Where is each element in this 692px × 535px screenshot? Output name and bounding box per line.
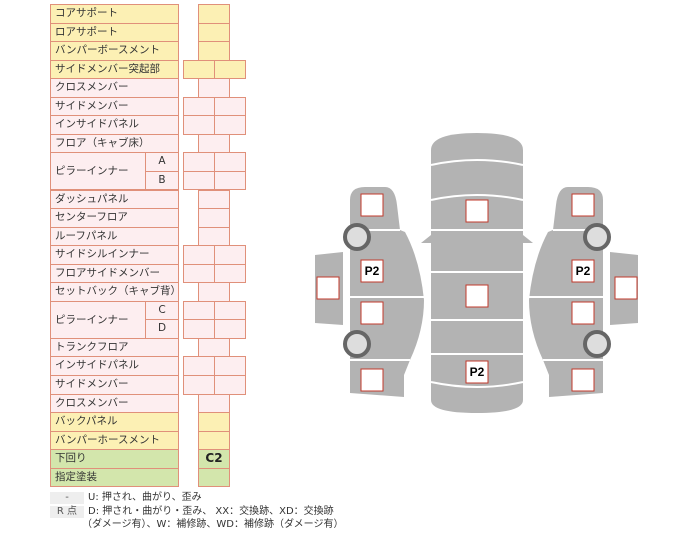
right-marker[interactable] [571, 368, 595, 392]
legend-text-u: U: 押され、曲がり、歪み [88, 492, 202, 503]
row-label: ピラーインナー [50, 152, 146, 191]
legend-text-w: （ダメージ有）、W：補修跡、WD：補修跡（ダメージ有） [82, 519, 344, 530]
legend-key-r: R 点 [50, 506, 84, 518]
center-marker[interactable] [465, 360, 489, 384]
row-label: インサイドパネル [50, 115, 179, 135]
value-cell[interactable]: C2 [198, 449, 230, 469]
left-marker[interactable] [360, 259, 384, 283]
legend-text-d: D: 押され・曲がり・歪み、 XX：交換跡、XD：交換跡 [88, 506, 334, 517]
value-cell-right[interactable] [214, 115, 246, 135]
row-label: サイドメンバー [50, 96, 179, 117]
row-label: サイドシルインナー [50, 245, 179, 265]
row-label: フロアサイドメンバー [50, 263, 179, 284]
value-cell-right[interactable] [214, 263, 246, 284]
row-label: ピラーインナー [50, 300, 146, 339]
center-marker[interactable] [465, 199, 489, 223]
row-label: センターフロア [50, 208, 179, 228]
left-marker[interactable] [360, 301, 384, 325]
value-cell-right[interactable] [214, 319, 246, 339]
row-label: バンパーボースメント [50, 41, 179, 61]
wheel-icon [583, 223, 611, 251]
right-marker[interactable] [571, 193, 595, 217]
marker-label: P2 [470, 365, 485, 379]
center-marker[interactable] [465, 284, 489, 308]
marker-label: P2 [365, 264, 380, 278]
wheel-icon [343, 330, 371, 358]
row-label: クロスメンバー [50, 78, 179, 98]
row-sublabel: C [145, 300, 179, 321]
row-label: バンパーホースメント [50, 430, 179, 451]
value-cell-right[interactable] [214, 170, 246, 191]
value-cell-right[interactable] [214, 59, 246, 80]
legend-key-dash: - [50, 492, 84, 504]
row-label: バックパネル [50, 412, 179, 432]
left-body [350, 187, 424, 397]
value-cell[interactable] [198, 467, 230, 488]
right-marker[interactable] [571, 259, 595, 283]
row-label: クロスメンバー [50, 393, 179, 414]
right-body [529, 187, 603, 397]
left-marker[interactable] [360, 193, 384, 217]
right-outer-marker[interactable] [614, 276, 638, 300]
left-marker[interactable] [360, 368, 384, 392]
right-marker[interactable] [571, 301, 595, 325]
marker-label: P2 [576, 264, 591, 278]
value-cell-right[interactable] [214, 375, 246, 395]
wheel-icon [343, 223, 371, 251]
left-outer-marker[interactable] [316, 276, 340, 300]
row-label: 指定塗装 [50, 467, 179, 488]
row-label: サイドメンバー突起部 [50, 59, 179, 80]
row-label: フロア（キャブ床） [50, 133, 179, 154]
row-sublabel: A [145, 152, 179, 172]
wheel-icon [583, 330, 611, 358]
